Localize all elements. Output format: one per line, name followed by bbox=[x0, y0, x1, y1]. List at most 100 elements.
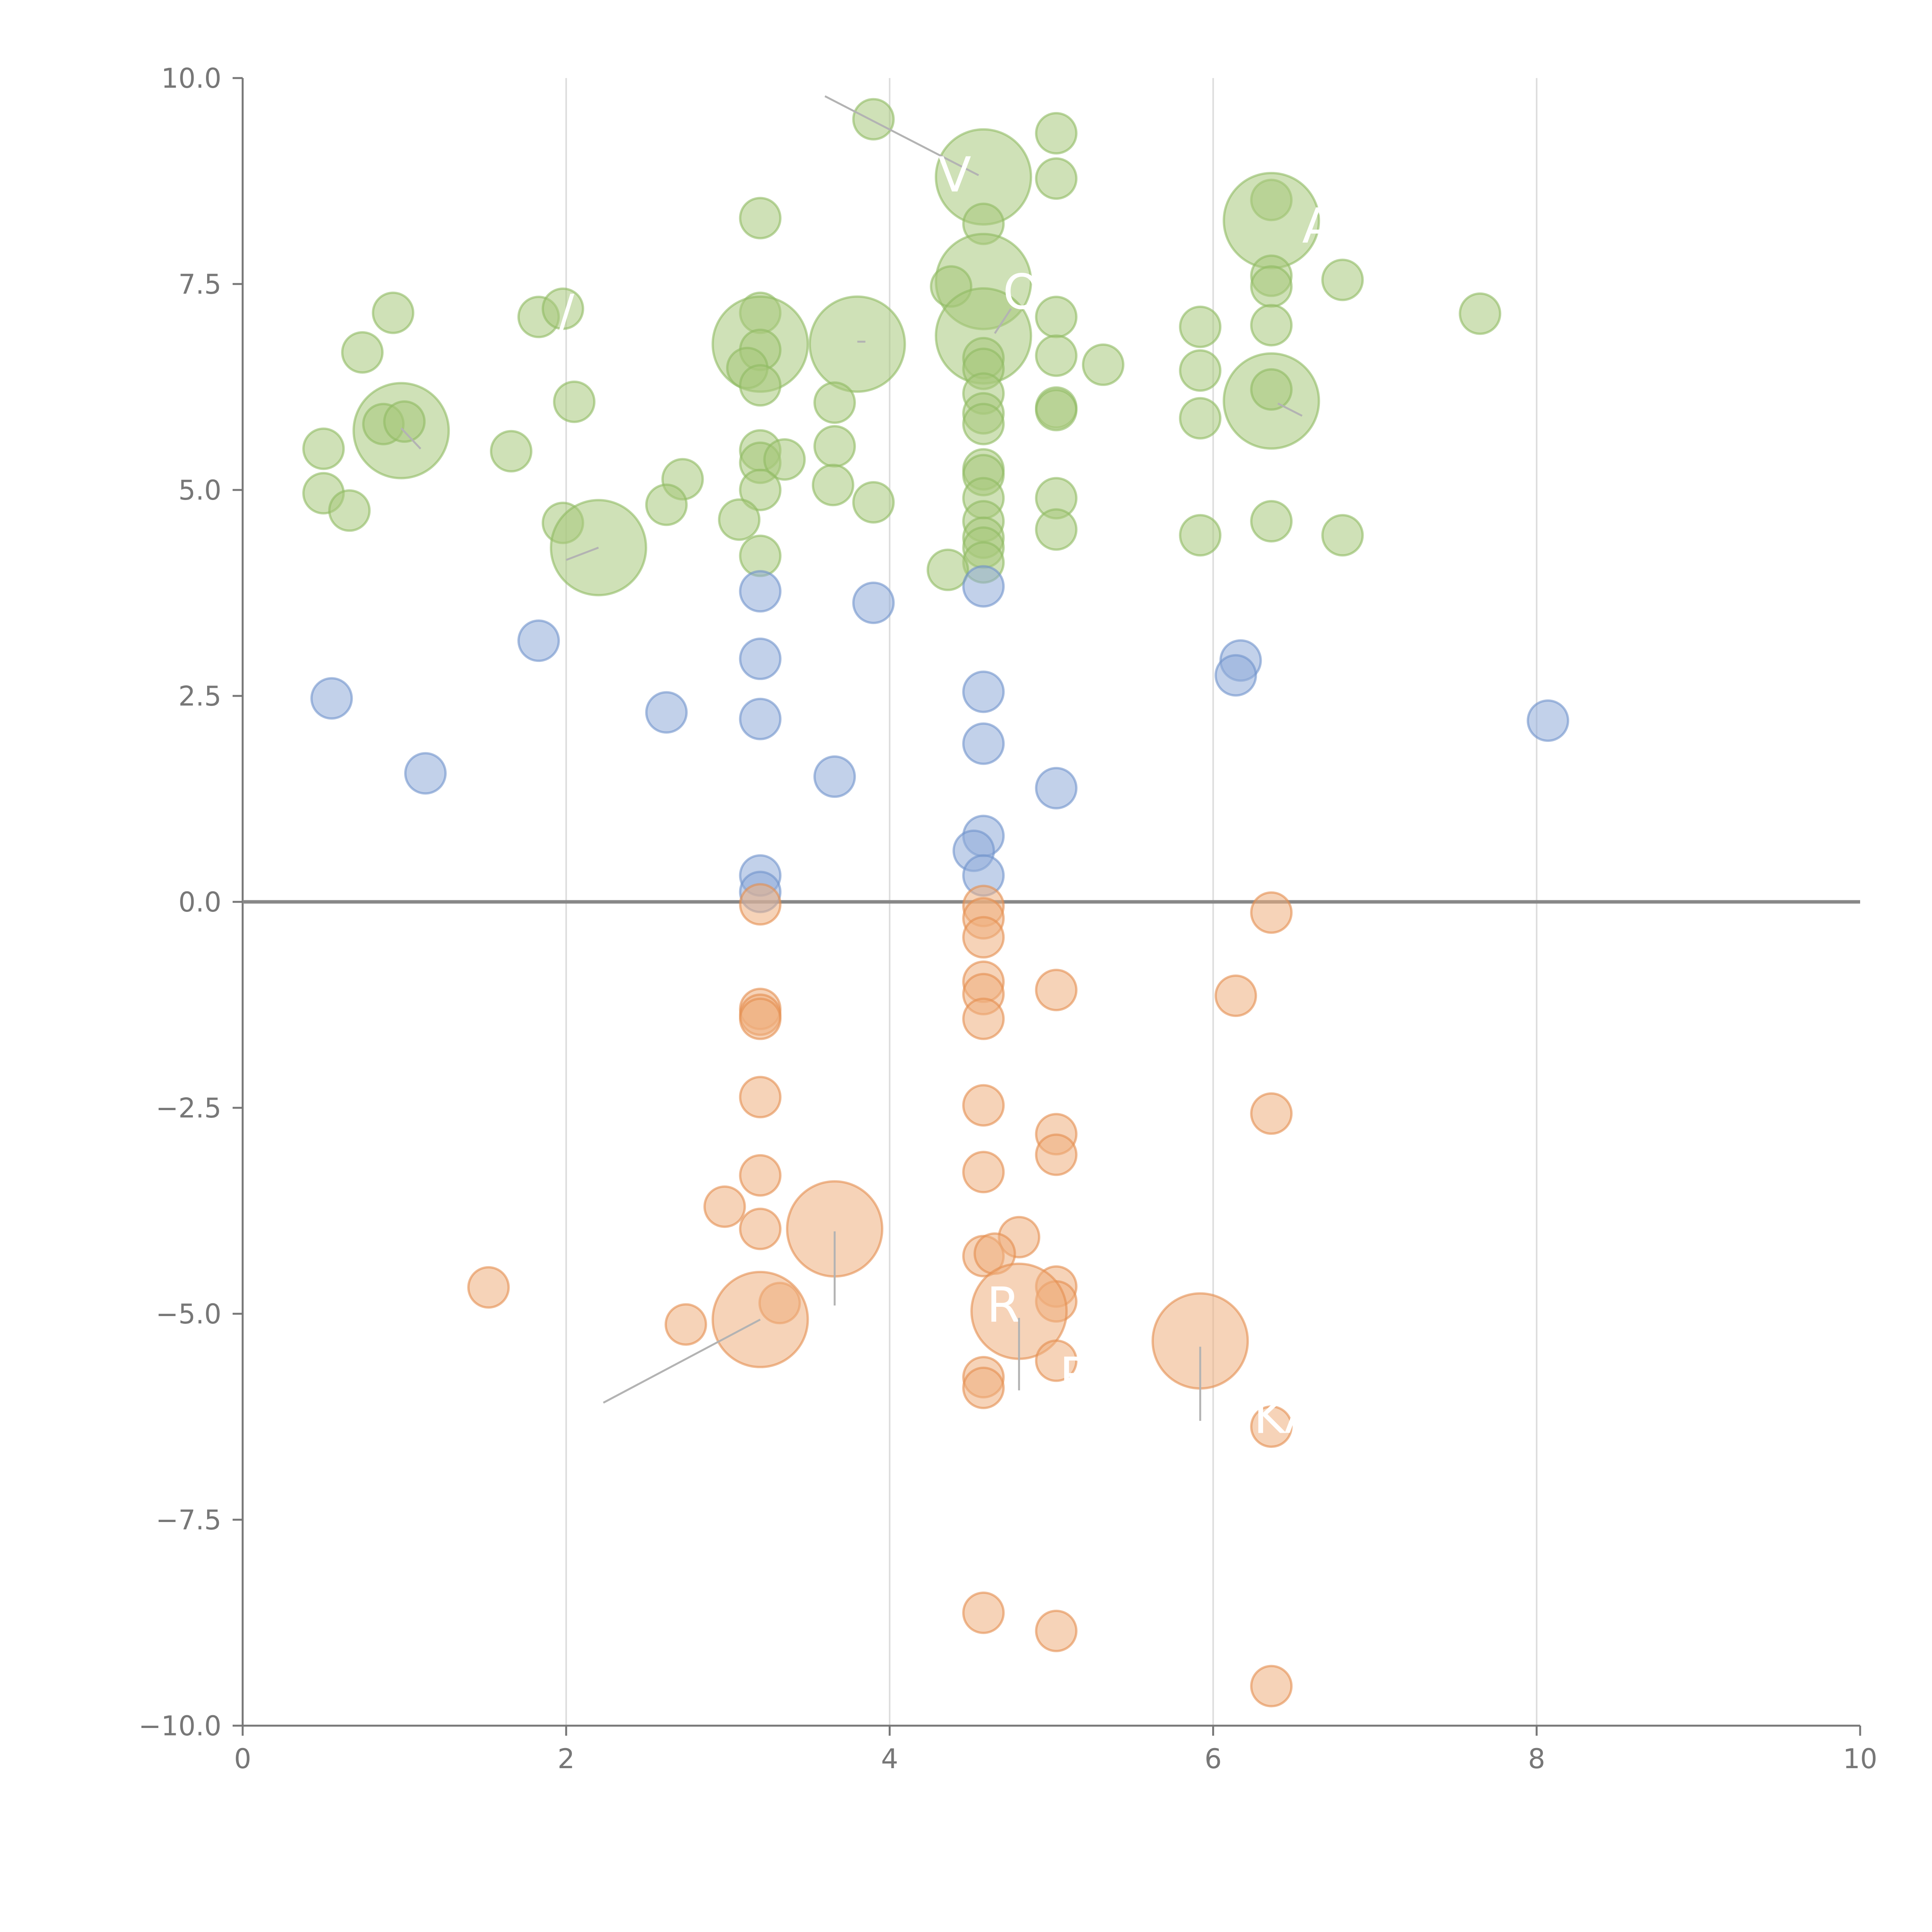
x-tick-label: 10 bbox=[1843, 1743, 1877, 1775]
data-point-mid bbox=[517, 619, 560, 662]
data-point-low bbox=[1035, 1133, 1078, 1176]
data-point-high bbox=[1035, 334, 1078, 377]
annotation-label: KA bbox=[1253, 1389, 1317, 1445]
data-point-low bbox=[739, 1208, 782, 1250]
data-point-high bbox=[808, 295, 906, 393]
data-point-mid bbox=[1527, 699, 1570, 742]
data-point-high bbox=[383, 400, 426, 443]
data-point-mid bbox=[645, 691, 688, 734]
y-tick-label: 7.5 bbox=[179, 269, 221, 300]
data-point-low bbox=[962, 1151, 1005, 1194]
y-tick-label: −5.0 bbox=[156, 1298, 221, 1330]
data-point-high bbox=[1250, 304, 1293, 347]
annotation-leader-line bbox=[994, 308, 1012, 334]
data-point-high bbox=[1321, 259, 1364, 301]
data-point-high bbox=[1179, 305, 1222, 348]
y-tick-label: 5.0 bbox=[179, 474, 221, 506]
data-point-low bbox=[962, 1366, 1005, 1409]
data-point-low bbox=[739, 1076, 782, 1119]
data-point-mid bbox=[739, 570, 782, 613]
data-point-high bbox=[763, 438, 806, 481]
annotation-label: V bbox=[938, 147, 971, 203]
data-point-high bbox=[962, 403, 1005, 446]
data-point-low bbox=[962, 1591, 1005, 1634]
x-tick-label: 8 bbox=[1528, 1743, 1546, 1775]
data-point-high bbox=[1082, 343, 1124, 386]
data-point-high bbox=[1179, 397, 1222, 440]
data-point-high bbox=[1250, 500, 1293, 543]
data-point-low bbox=[467, 1266, 510, 1309]
data-point-low bbox=[1214, 975, 1257, 1017]
y-tick-label: −7.5 bbox=[156, 1504, 221, 1536]
annotation-label: O bbox=[1003, 264, 1041, 320]
data-point-high bbox=[1459, 292, 1502, 335]
data-point-high bbox=[1035, 389, 1078, 432]
data-point-high bbox=[813, 381, 856, 424]
data-point-high bbox=[645, 483, 688, 526]
data-point-low bbox=[664, 1303, 707, 1346]
data-point-low bbox=[1250, 891, 1293, 934]
annotation-label: A bbox=[1302, 198, 1335, 254]
data-point-high bbox=[490, 430, 532, 473]
x-tick-label: 0 bbox=[234, 1743, 252, 1775]
data-point-mid bbox=[1035, 767, 1078, 810]
data-point-mid bbox=[404, 752, 447, 795]
data-point-high bbox=[1035, 296, 1078, 338]
y-tick-label: 10.0 bbox=[161, 63, 221, 94]
data-point-low bbox=[1250, 1405, 1293, 1448]
x-tick-label: 2 bbox=[558, 1743, 575, 1775]
data-point-low bbox=[962, 916, 1005, 959]
data-point-mid bbox=[310, 677, 353, 720]
annotation-leader-line bbox=[824, 95, 979, 176]
y-tick-label: 2.5 bbox=[179, 680, 221, 712]
data-point-low bbox=[962, 1084, 1005, 1127]
data-point-high bbox=[1035, 508, 1078, 551]
data-point-low bbox=[703, 1185, 746, 1228]
data-point-high bbox=[718, 498, 761, 541]
data-point-high bbox=[1321, 514, 1364, 557]
annotation-leader-line bbox=[400, 427, 422, 450]
data-point-high bbox=[739, 534, 782, 577]
data-point-high bbox=[1179, 514, 1222, 557]
data-point-high bbox=[852, 98, 895, 141]
data-point-high bbox=[553, 380, 596, 423]
data-point-low bbox=[1035, 969, 1078, 1012]
data-point-low bbox=[962, 997, 1005, 1040]
data-point-mid bbox=[739, 638, 782, 680]
annotation-label: R bbox=[987, 1277, 1020, 1333]
data-point-high bbox=[811, 464, 854, 507]
data-points bbox=[302, 98, 1570, 1708]
data-point-high bbox=[1250, 368, 1293, 411]
data-point-high bbox=[541, 287, 584, 330]
annotation-label: / bbox=[558, 285, 575, 341]
data-point-high bbox=[852, 481, 895, 524]
annotations: V A O / R RN KA bbox=[400, 95, 1335, 1445]
data-point-low bbox=[1035, 1609, 1078, 1652]
y-tick-label: −10.0 bbox=[138, 1710, 221, 1742]
data-point-high bbox=[813, 425, 856, 468]
y-tick-label: −2.5 bbox=[156, 1092, 221, 1124]
data-point-high bbox=[739, 197, 782, 240]
data-point-mid bbox=[739, 697, 782, 740]
data-point-high bbox=[739, 469, 782, 511]
data-point-high bbox=[328, 489, 371, 532]
x-tick-label: 6 bbox=[1204, 1743, 1222, 1775]
axes: 0 2 4 6 8 10 10.0 7.5 5.0 2.5 0.0 −2.5 −5.0 −7.5 −10.0 bbox=[138, 63, 1877, 1775]
data-point-mid bbox=[813, 755, 856, 798]
data-point-low bbox=[1035, 1339, 1078, 1382]
data-point-high bbox=[341, 331, 384, 374]
data-point-high bbox=[372, 291, 415, 334]
data-point-high bbox=[1179, 349, 1222, 392]
data-point-low bbox=[739, 883, 782, 926]
data-point-low bbox=[1250, 1665, 1293, 1708]
data-point-low bbox=[1250, 1092, 1293, 1135]
data-point-mid bbox=[1214, 654, 1257, 697]
data-point-mid bbox=[962, 722, 1005, 765]
annotation-label: RN bbox=[1060, 1347, 1129, 1403]
data-point-low bbox=[739, 1154, 782, 1197]
data-point-mid bbox=[852, 582, 895, 624]
annotation-leader-line bbox=[1277, 402, 1303, 417]
y-tick-label: 0.0 bbox=[179, 886, 221, 918]
x-tick-label: 4 bbox=[881, 1743, 898, 1775]
